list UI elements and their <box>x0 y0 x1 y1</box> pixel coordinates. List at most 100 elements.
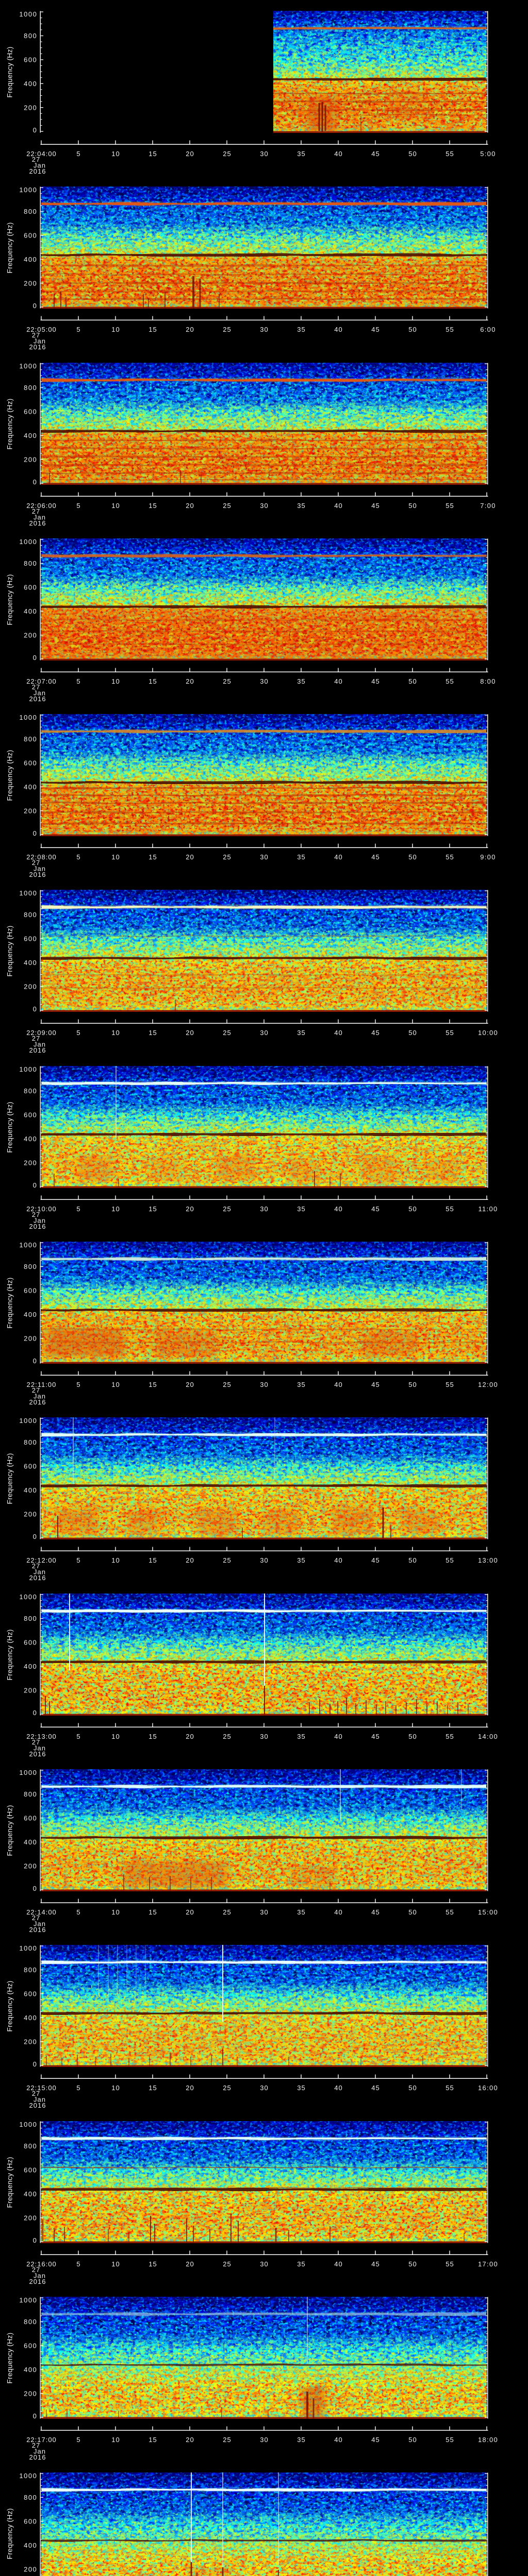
svg-text:400: 400 <box>24 1663 37 1670</box>
svg-text:2016: 2016 <box>29 343 46 351</box>
svg-text:45: 45 <box>371 326 380 333</box>
svg-text:800: 800 <box>24 208 37 215</box>
svg-text:35: 35 <box>297 1381 305 1388</box>
svg-text:2016: 2016 <box>29 2102 46 2109</box>
svg-text:25: 25 <box>223 326 231 333</box>
svg-text:600: 600 <box>24 759 37 767</box>
svg-text:22:04:00: 22:04:00 <box>26 150 57 158</box>
svg-text:5: 5 <box>76 1029 80 1037</box>
svg-text:10: 10 <box>111 1029 120 1037</box>
svg-text:5: 5 <box>76 1381 80 1388</box>
svg-text:25: 25 <box>223 1733 231 1740</box>
svg-text:600: 600 <box>24 56 37 64</box>
svg-text:30: 30 <box>260 2436 268 2444</box>
svg-text:22:16:00: 22:16:00 <box>26 2260 57 2268</box>
svg-text:25: 25 <box>223 150 231 158</box>
svg-text:600: 600 <box>24 1990 37 1998</box>
svg-text:55: 55 <box>446 677 454 685</box>
svg-text:5: 5 <box>76 853 80 861</box>
svg-text:35: 35 <box>297 1205 305 1213</box>
svg-text:2016: 2016 <box>29 1046 46 1054</box>
svg-text:55: 55 <box>446 1733 454 1740</box>
svg-text:5: 5 <box>76 502 80 510</box>
svg-text:0: 0 <box>33 2236 38 2244</box>
svg-text:55: 55 <box>446 2260 454 2268</box>
svg-text:400: 400 <box>24 1838 37 1846</box>
svg-text:10: 10 <box>111 2436 120 2444</box>
svg-text:1000: 1000 <box>19 1241 37 1249</box>
svg-text:50: 50 <box>408 1029 417 1037</box>
svg-text:20: 20 <box>186 1205 194 1213</box>
svg-text:50: 50 <box>408 326 417 333</box>
svg-text:1000: 1000 <box>19 889 37 897</box>
svg-text:600: 600 <box>24 232 37 240</box>
svg-text:Jan: Jan <box>34 514 46 521</box>
svg-text:10: 10 <box>111 1205 120 1213</box>
svg-text:35: 35 <box>297 1908 305 1916</box>
svg-text:45: 45 <box>371 150 380 158</box>
svg-text:35: 35 <box>297 1029 305 1037</box>
svg-text:Frequency (Hz): Frequency (Hz) <box>6 222 14 273</box>
svg-text:55: 55 <box>446 1556 454 1564</box>
svg-text:40: 40 <box>334 1029 342 1037</box>
svg-text:Frequency (Hz): Frequency (Hz) <box>6 1101 14 1153</box>
svg-text:Frequency (Hz): Frequency (Hz) <box>6 1453 14 1504</box>
svg-text:40: 40 <box>334 2436 342 2444</box>
svg-text:2016: 2016 <box>29 519 46 527</box>
svg-text:Frequency (Hz): Frequency (Hz) <box>6 1277 14 1328</box>
svg-text:30: 30 <box>260 1205 268 1213</box>
svg-text:2016: 2016 <box>29 1574 46 1582</box>
svg-text:200: 200 <box>24 2389 37 2397</box>
svg-text:22:17:00: 22:17:00 <box>26 2436 57 2444</box>
svg-text:40: 40 <box>334 1205 342 1213</box>
svg-text:400: 400 <box>24 2541 37 2549</box>
svg-text:400: 400 <box>24 1135 37 1143</box>
svg-text:20: 20 <box>186 853 194 861</box>
svg-text:10: 10 <box>111 502 120 510</box>
svg-text:Frequency (Hz): Frequency (Hz) <box>6 1980 14 2031</box>
svg-text:200: 200 <box>24 455 37 463</box>
svg-text:1000: 1000 <box>19 1065 37 1073</box>
svg-text:45: 45 <box>371 1908 380 1916</box>
svg-text:Frequency (Hz): Frequency (Hz) <box>6 750 14 801</box>
svg-text:200: 200 <box>24 982 37 990</box>
svg-text:40: 40 <box>334 326 342 333</box>
svg-text:0: 0 <box>33 1885 38 1892</box>
svg-text:55: 55 <box>446 1029 454 1037</box>
svg-text:35: 35 <box>297 2260 305 2268</box>
svg-text:200: 200 <box>24 1159 37 1166</box>
svg-text:1000: 1000 <box>19 1593 37 1601</box>
svg-text:800: 800 <box>24 911 37 919</box>
svg-text:17:00: 17:00 <box>478 2260 498 2268</box>
svg-text:25: 25 <box>223 1908 231 1916</box>
svg-text:30: 30 <box>260 853 268 861</box>
svg-text:35: 35 <box>297 1733 305 1740</box>
svg-text:10: 10 <box>111 2084 120 2092</box>
svg-text:55: 55 <box>446 2436 454 2444</box>
svg-text:200: 200 <box>24 1862 37 1870</box>
svg-text:30: 30 <box>260 677 268 685</box>
svg-text:0: 0 <box>33 2412 38 2420</box>
svg-text:27: 27 <box>32 2266 40 2274</box>
svg-text:40: 40 <box>334 2260 342 2268</box>
svg-text:2016: 2016 <box>29 167 46 175</box>
svg-text:0: 0 <box>33 1533 38 1540</box>
svg-text:35: 35 <box>297 326 305 333</box>
svg-text:22:05:00: 22:05:00 <box>26 326 57 333</box>
svg-text:5: 5 <box>76 2084 80 2092</box>
svg-text:800: 800 <box>24 1263 37 1270</box>
svg-text:15: 15 <box>148 2260 157 2268</box>
svg-text:40: 40 <box>334 1556 342 1564</box>
svg-text:800: 800 <box>24 2142 37 2150</box>
svg-text:30: 30 <box>260 2084 268 2092</box>
svg-text:5: 5 <box>76 1733 80 1740</box>
svg-text:5: 5 <box>76 150 80 158</box>
svg-text:800: 800 <box>24 1966 37 1974</box>
svg-text:600: 600 <box>24 408 37 416</box>
svg-text:50: 50 <box>408 1205 417 1213</box>
svg-text:20: 20 <box>186 2436 194 2444</box>
svg-text:45: 45 <box>371 2436 380 2444</box>
svg-text:30: 30 <box>260 150 268 158</box>
svg-text:40: 40 <box>334 1733 342 1740</box>
svg-text:25: 25 <box>223 1556 231 1564</box>
